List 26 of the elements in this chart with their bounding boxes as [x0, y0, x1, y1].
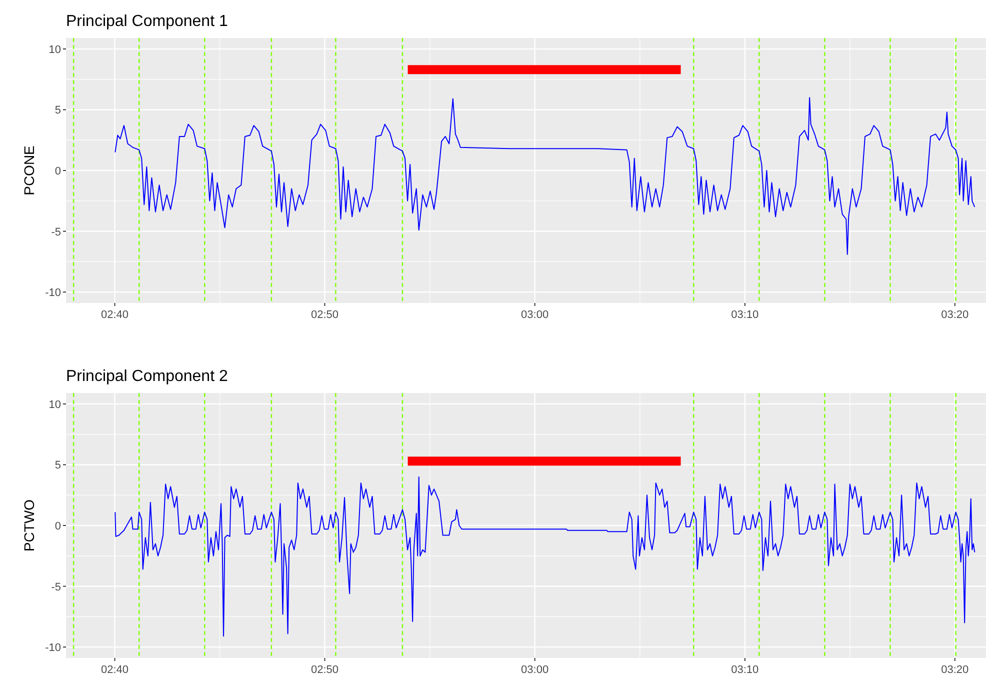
line-series — [114, 476, 976, 637]
x-tick-label: 03:00 — [521, 309, 549, 321]
y-tick-label: -10 — [45, 287, 61, 300]
x-tick-label: 03:10 — [731, 664, 759, 676]
x-tick-label: 02:40 — [101, 664, 129, 676]
y-tick-label: 0 — [54, 166, 61, 178]
line-series — [114, 97, 976, 255]
y-axis-title: PCONE — [21, 146, 37, 196]
x-tick-label: 03:20 — [941, 309, 969, 321]
x-tick-label: 03:20 — [941, 664, 969, 676]
y-tick-label: -10 — [45, 642, 61, 654]
chart-title: Principal Component 1 — [66, 13, 228, 30]
x-tick-label: 03:10 — [731, 309, 759, 321]
y-tick-label: 10 — [48, 44, 61, 56]
x-tick-label: 02:40 — [101, 309, 129, 321]
y-tick-label: -5 — [51, 226, 61, 238]
y-tick-label: 0 — [54, 520, 61, 532]
y-tick-label: -5 — [51, 581, 61, 594]
y-tick-label: 10 — [48, 398, 61, 411]
chart-title: Principal Component 2 — [66, 368, 228, 385]
x-tick-label: 03:00 — [521, 664, 549, 676]
x-tick-label: 02:50 — [310, 309, 338, 321]
x-tick-label: 02:50 — [310, 664, 338, 676]
y-axis-title: PCTWO — [21, 499, 37, 552]
y-tick-label: 5 — [54, 460, 61, 472]
y-tick-label: 5 — [54, 104, 61, 117]
